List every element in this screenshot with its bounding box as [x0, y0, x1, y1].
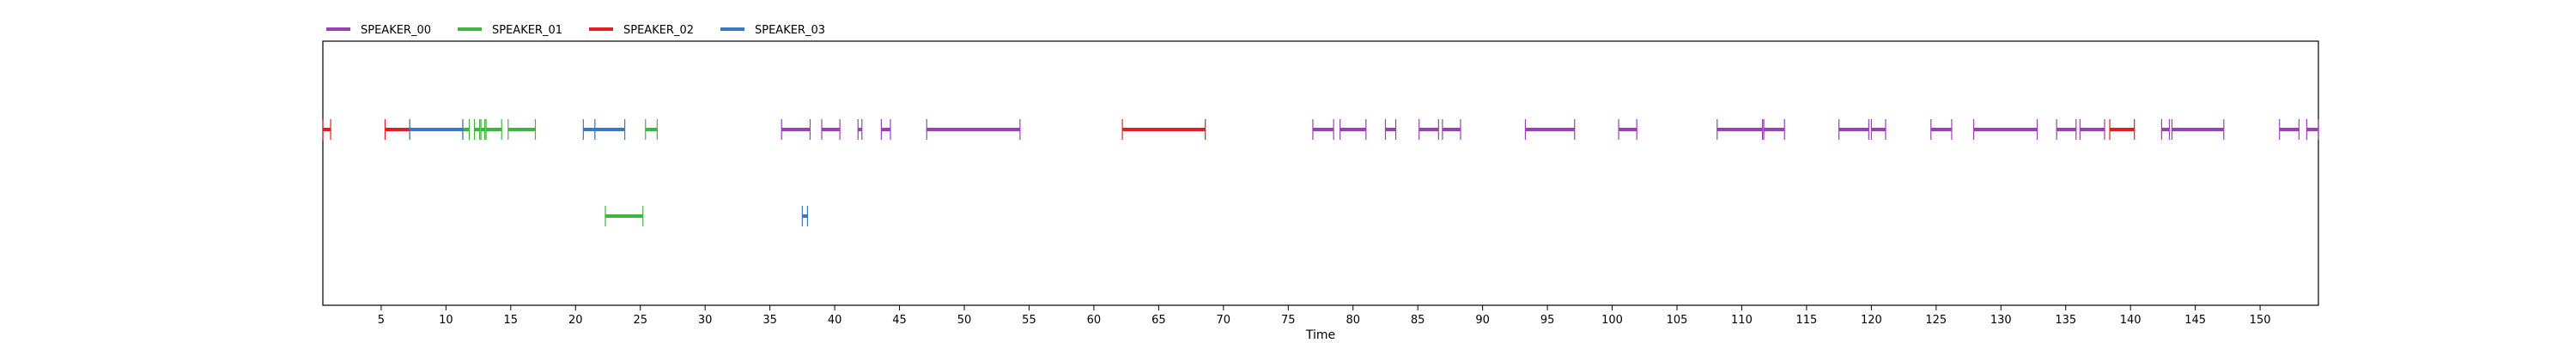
x-axis-ticks: 5 10 15 20 25 30 35 40 45 50 55 60 65 70 75 80 85 90 95 100…	[378, 305, 2271, 327]
segment-speaker_02	[2109, 119, 2136, 140]
x-tick-label: 35	[762, 314, 777, 327]
x-axis-title: Time	[1305, 328, 1335, 342]
segment-speaker_01	[473, 119, 481, 140]
x-tick-label: 70	[1217, 314, 1231, 327]
x-tick-label: 55	[1022, 314, 1036, 327]
segment-speaker_02	[1121, 119, 1206, 140]
x-tick-label: 130	[1990, 314, 2012, 327]
x-tick-label: 100	[1601, 314, 1623, 327]
x-tick-label: 140	[2120, 314, 2142, 327]
segment-speaker_00	[857, 119, 863, 140]
legend-label-speaker_03: SPEAKER_03	[755, 24, 825, 37]
x-tick-label: 30	[698, 314, 713, 327]
x-tick-label: 135	[2055, 314, 2076, 327]
segment-speaker_00	[1972, 119, 2038, 140]
segment-speaker_00	[880, 119, 891, 140]
legend: SPEAKER_00 SPEAKER_01 SPEAKER_02 SPEAKER_03	[326, 24, 825, 37]
segment-speaker_01	[462, 119, 471, 140]
segment-speaker_01	[645, 119, 658, 140]
segment-speaker_00	[781, 119, 811, 140]
segment-speaker_00	[1419, 119, 1439, 140]
segment-speaker_03	[594, 119, 626, 140]
plot-frame	[322, 40, 2319, 306]
segment-speaker_00	[1442, 119, 1461, 140]
segment-speaker_00	[1763, 119, 1785, 140]
segment-speaker_00	[821, 119, 841, 140]
x-tick-label: 150	[2250, 314, 2271, 327]
segment-speaker_00	[926, 119, 1021, 140]
segment-speaker_00	[2160, 119, 2171, 140]
segment-speaker_00	[1716, 119, 1764, 140]
x-tick-label: 75	[1281, 314, 1296, 327]
segment-speaker_00	[2056, 119, 2077, 140]
x-tick-label: 25	[633, 314, 647, 327]
segment-speaker_00	[2079, 119, 2105, 140]
segment-speaker_01	[605, 206, 644, 226]
x-tick-label: 40	[828, 314, 842, 327]
segment-speaker_00	[1312, 119, 1334, 140]
segment-speaker_00	[2306, 119, 2319, 140]
segment-speaker_00	[2171, 119, 2225, 140]
segment-speaker_00	[1524, 119, 1576, 140]
segment-speaker_02	[322, 119, 331, 140]
segment-speaker_00	[1340, 119, 1367, 140]
x-tick-label: 145	[2184, 314, 2206, 327]
x-tick-label: 5	[378, 314, 385, 327]
x-tick-label: 90	[1475, 314, 1490, 327]
x-tick-label: 45	[892, 314, 907, 327]
legend-label-speaker_02: SPEAKER_02	[623, 24, 694, 37]
x-tick-label: 95	[1540, 314, 1555, 327]
x-tick-label: 110	[1731, 314, 1753, 327]
x-tick-label: 15	[504, 314, 519, 327]
x-tick-label: 60	[1087, 314, 1102, 327]
segment-speaker_03	[801, 206, 809, 226]
x-tick-label: 80	[1346, 314, 1360, 327]
segment-marks	[322, 119, 2319, 226]
x-tick-label: 120	[1861, 314, 1882, 327]
segment-speaker_00	[1930, 119, 1953, 140]
segment-speaker_00	[2279, 119, 2300, 140]
legend-label-speaker_00: SPEAKER_00	[361, 24, 431, 37]
x-tick-label: 125	[1925, 314, 1947, 327]
x-tick-label: 50	[957, 314, 972, 327]
legend-label-speaker_01: SPEAKER_01	[492, 24, 562, 37]
segment-speaker_00	[1384, 119, 1397, 140]
x-tick-label: 105	[1667, 314, 1688, 327]
x-tick-label: 115	[1795, 314, 1817, 327]
x-tick-label: 10	[439, 314, 453, 327]
segment-speaker_03	[409, 119, 464, 140]
x-tick-label: 65	[1151, 314, 1166, 327]
segment-speaker_00	[1838, 119, 1869, 140]
segment-speaker_03	[582, 119, 596, 140]
segment-speaker_01	[485, 119, 502, 140]
segment-speaker_01	[507, 119, 537, 140]
segment-speaker_02	[384, 119, 410, 140]
segment-speaker_00	[1618, 119, 1637, 140]
segment-speaker_01	[480, 119, 486, 140]
x-tick-label: 85	[1411, 314, 1425, 327]
segment-speaker_00	[1870, 119, 1886, 140]
x-tick-label: 20	[568, 314, 583, 327]
